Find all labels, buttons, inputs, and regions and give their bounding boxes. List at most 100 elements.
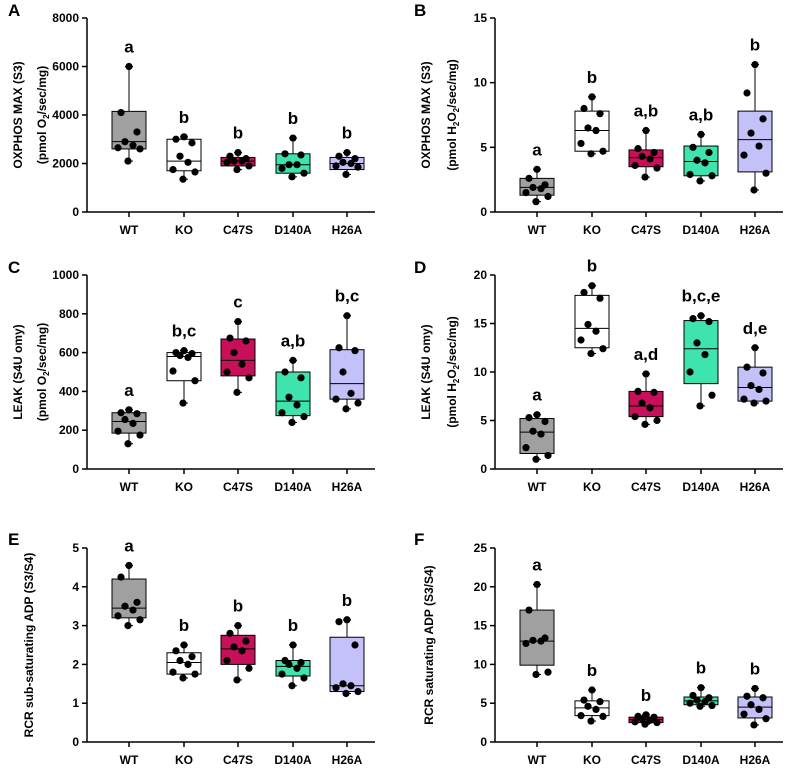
data-point (245, 162, 253, 170)
data-point (693, 339, 701, 347)
data-point (117, 409, 125, 417)
box-h26a: H26A b (329, 591, 365, 767)
data-point (117, 573, 125, 581)
data-point (708, 391, 716, 399)
unit-text: (pmol O (35, 119, 49, 164)
data-point (646, 404, 654, 412)
y-axis-label: RCR sub-saturating ADP (S3/S4) (22, 553, 36, 738)
y-tick-label: 15 (474, 619, 488, 633)
data-point (762, 397, 770, 405)
data-point (587, 349, 595, 358)
y-tick-label: 0 (72, 735, 79, 749)
data-point (226, 629, 234, 637)
subscript: 2 (42, 371, 51, 376)
data-point (689, 143, 697, 151)
data-point (529, 183, 537, 192)
data-point (339, 158, 347, 166)
significance-letter: b (342, 591, 352, 610)
box-wt: WT a (519, 386, 555, 494)
x-tick-label: KO (583, 480, 601, 494)
data-point (285, 393, 293, 401)
data-point (289, 641, 297, 649)
x-tick-label: H26A (740, 753, 771, 767)
box-d140a: D140A a,b (274, 331, 312, 494)
data-point (653, 719, 661, 727)
x-tick-label: C47S (223, 753, 253, 767)
data-point (136, 431, 144, 439)
data-point (686, 170, 694, 179)
data-point (638, 715, 646, 723)
data-point (136, 616, 144, 624)
box-ko: KO b (166, 108, 202, 237)
y-tick-label: 6000 (52, 60, 79, 74)
data-point (653, 164, 661, 172)
data-point (708, 172, 716, 180)
data-point (646, 155, 654, 163)
y-tick-label: 5 (480, 696, 487, 710)
panel-letter: D (414, 258, 426, 277)
x-tick-label: D140A (682, 480, 720, 494)
panel-letter: B (414, 1, 426, 20)
unit-text: (pmol H (445, 383, 459, 428)
unit-text: /sec/mg) (445, 316, 459, 365)
data-point (747, 381, 755, 390)
data-point (705, 317, 713, 326)
data-point (179, 399, 187, 407)
data-point (242, 337, 250, 345)
data-point (125, 406, 133, 414)
data-point (525, 413, 533, 422)
y-tick-label: 5 (480, 140, 487, 154)
x-tick-label: D140A (682, 753, 720, 767)
data-point (133, 410, 141, 418)
y-tick-label: 1000 (52, 268, 79, 282)
y-tick-label: 5 (480, 414, 487, 428)
y-tick-label: 25 (474, 541, 488, 555)
data-point (245, 664, 253, 672)
box-iqr (737, 110, 773, 173)
y-tick-label: 10 (474, 76, 488, 90)
data-point (347, 159, 355, 168)
data-point (638, 152, 646, 160)
data-point (354, 687, 362, 696)
data-point (642, 370, 650, 378)
panel-letter: E (8, 530, 19, 549)
data-point (705, 148, 713, 157)
data-point (580, 288, 588, 297)
x-tick-label: C47S (631, 753, 661, 767)
data-point (755, 385, 763, 394)
significance-letter: d,e (743, 319, 768, 338)
box-ko: KO b (574, 661, 610, 767)
box-d140a: D140A b,c,e (682, 287, 721, 494)
data-point (641, 420, 649, 428)
significance-letter: b (342, 124, 352, 143)
box-c47s: C47S b (220, 597, 256, 767)
data-point (288, 173, 296, 181)
data-point (172, 135, 180, 143)
data-point (751, 60, 759, 69)
data-point (238, 647, 246, 655)
data-point (529, 636, 537, 644)
data-point (169, 668, 177, 676)
y-tick-label: 800 (59, 307, 79, 321)
data-point (638, 399, 646, 407)
data-point (176, 351, 184, 360)
significance-letter: a,d (634, 345, 659, 364)
significance-letter: a (532, 386, 542, 405)
subscript: 2 (452, 121, 461, 126)
data-point (226, 152, 234, 160)
data-point (577, 139, 585, 148)
data-point (650, 148, 658, 157)
y-tick-label: 10 (474, 657, 488, 671)
box-iqr (220, 156, 256, 167)
data-point (599, 345, 607, 353)
data-point (755, 142, 763, 150)
subscript: 2 (452, 107, 461, 112)
data-point (743, 89, 751, 97)
data-point (188, 139, 196, 147)
unit-text: O (445, 369, 459, 378)
data-point (169, 367, 177, 375)
data-point (343, 312, 351, 320)
y-tick-label: 0 (72, 205, 79, 219)
